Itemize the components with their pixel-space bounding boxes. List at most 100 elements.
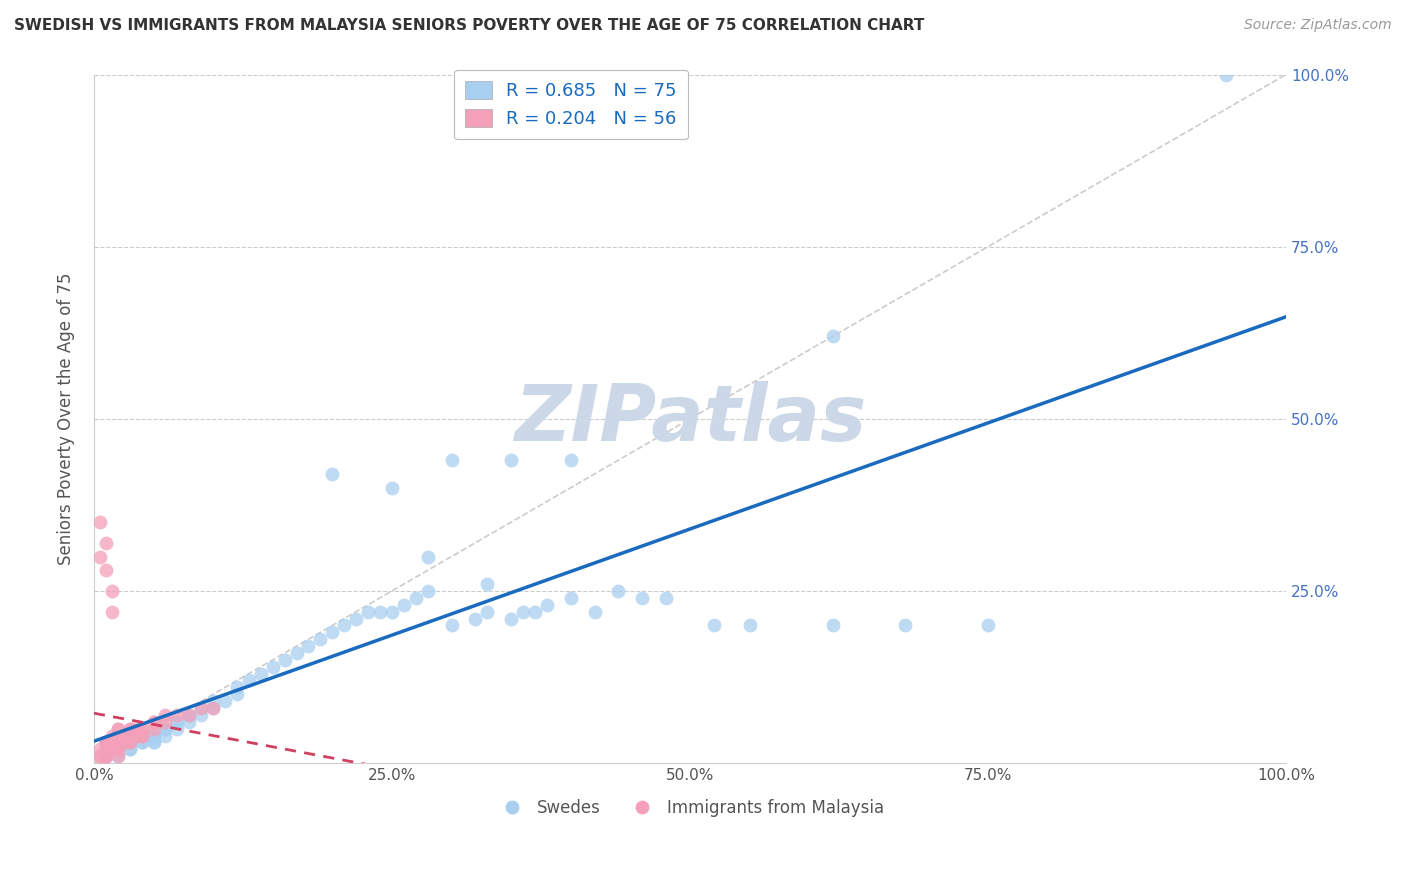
Point [118,735,141,749]
Point [107,742,129,756]
Point [89,749,111,764]
Point [977,618,1000,632]
Point [262,659,284,673]
Point [112,729,135,743]
Point [440,453,463,467]
Point [512,605,534,619]
Point [94,749,117,764]
Point [107,735,129,749]
Point [94,735,117,749]
Point [321,467,343,481]
Point [477,577,499,591]
Point [101,605,124,619]
Point [523,605,546,619]
Point [142,722,165,736]
Point [142,735,165,749]
Point [155,707,177,722]
Point [738,618,761,632]
Point [94,535,117,549]
Point [155,714,177,729]
Point [166,722,188,736]
Point [118,735,141,749]
Point [118,722,141,736]
Point [124,722,146,736]
Point [94,563,117,577]
Point [94,749,117,764]
Point [107,729,129,743]
Point [94,735,117,749]
Point [94,735,117,749]
Point [583,605,606,619]
Point [893,618,915,632]
Point [118,729,141,743]
Point [107,749,129,764]
Point [89,515,111,529]
Point [416,584,439,599]
Point [101,584,124,599]
Point [107,722,129,736]
Point [131,722,153,736]
Point [560,453,582,467]
Point [344,611,367,625]
Point [94,742,117,756]
Point [107,742,129,756]
Point [309,632,332,647]
Point [297,639,319,653]
Point [285,646,308,660]
Point [238,673,260,688]
Point [273,653,295,667]
Point [118,722,141,736]
Point [124,729,146,743]
Point [464,611,486,625]
Y-axis label: Seniors Poverty Over the Age of 75: Seniors Poverty Over the Age of 75 [58,273,75,565]
Point [131,729,153,743]
Point [226,681,249,695]
Point [107,749,129,764]
Point [560,591,582,605]
Text: SWEDISH VS IMMIGRANTS FROM MALAYSIA SENIORS POVERTY OVER THE AGE OF 75 CORRELATI: SWEDISH VS IMMIGRANTS FROM MALAYSIA SENI… [14,18,924,33]
Point [321,625,343,640]
Point [101,742,124,756]
Point [118,729,141,743]
Point [501,611,523,625]
Point [202,701,225,715]
Point [607,584,630,599]
Point [107,742,129,756]
Point [179,707,201,722]
Point [94,749,117,764]
Point [94,749,117,764]
Point [107,735,129,749]
Point [214,694,236,708]
Point [107,722,129,736]
Point [118,742,141,756]
Point [333,618,356,632]
Point [405,591,427,605]
Point [155,729,177,743]
Point [1215,68,1237,82]
Point [131,729,153,743]
Point [155,722,177,736]
Point [190,707,212,722]
Point [101,742,124,756]
Point [142,714,165,729]
Point [142,714,165,729]
Point [118,742,141,756]
Point [703,618,725,632]
Point [477,605,499,619]
Text: Source: ZipAtlas.com: Source: ZipAtlas.com [1244,18,1392,32]
Point [107,742,129,756]
Point [107,729,129,743]
Point [94,742,117,756]
Point [89,742,111,756]
Point [357,605,380,619]
Point [101,735,124,749]
Point [101,729,124,743]
Point [131,722,153,736]
Point [94,749,117,764]
Point [202,694,225,708]
Point [381,605,404,619]
Legend: Swedes, Immigrants from Malaysia: Swedes, Immigrants from Malaysia [489,792,891,823]
Point [392,598,415,612]
Point [250,666,273,681]
Point [440,618,463,632]
